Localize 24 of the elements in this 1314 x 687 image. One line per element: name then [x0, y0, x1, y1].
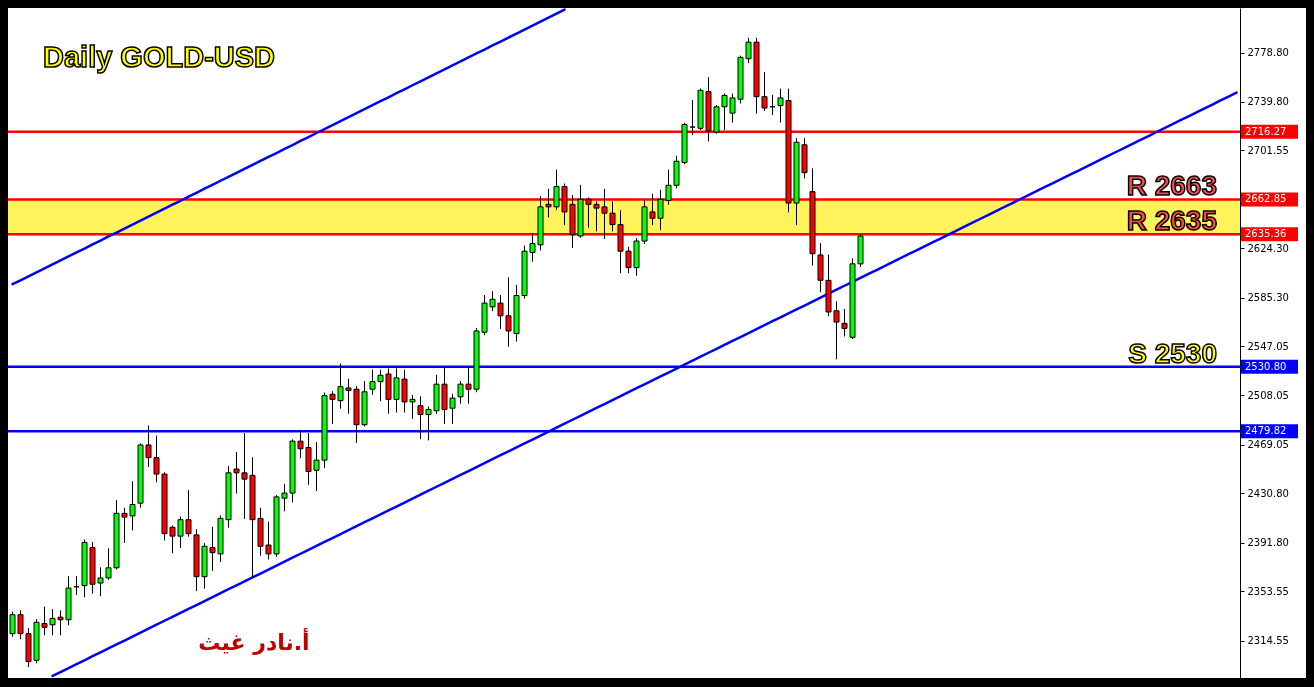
y-tick-label: 2353.55 — [1247, 585, 1289, 597]
ref-line-label: 2635.36 — [1245, 228, 1287, 240]
y-tick-label: 2778.80 — [1247, 47, 1289, 59]
y-tick-label: 2430.80 — [1247, 487, 1289, 499]
text: Daily GOLD-USD — [43, 41, 276, 73]
y-tick-label: 2469.05 — [1247, 439, 1289, 451]
y-tick-label: 2314.55 — [1247, 635, 1289, 647]
y-tick-label: 2624.30 — [1247, 242, 1289, 254]
annotation: R 2635 — [1126, 205, 1217, 237]
ref-line-label: 2479.82 — [1245, 425, 1287, 437]
line-series — [11, 8, 566, 286]
ref-line-label: 2530.80 — [1245, 360, 1287, 372]
ref-line-label: 2716.27 — [1245, 125, 1287, 137]
annotation: S 2530 — [1128, 337, 1217, 369]
y-tick-label: 2391.80 — [1247, 537, 1289, 549]
annotation: R 2663 — [1126, 170, 1217, 202]
y-tick-label: 2701.55 — [1247, 144, 1289, 156]
y-tick-label: 2739.80 — [1247, 96, 1289, 108]
y-tick-label: 2547.05 — [1247, 340, 1289, 352]
candlestick — [689, 99, 696, 136]
y-tick-label: 2585.30 — [1247, 292, 1289, 304]
y-tick-label: 2508.05 — [1247, 390, 1289, 401]
ref-line-label: 2662.85 — [1245, 193, 1287, 205]
annotation: أ.نادر غيث — [198, 627, 310, 655]
